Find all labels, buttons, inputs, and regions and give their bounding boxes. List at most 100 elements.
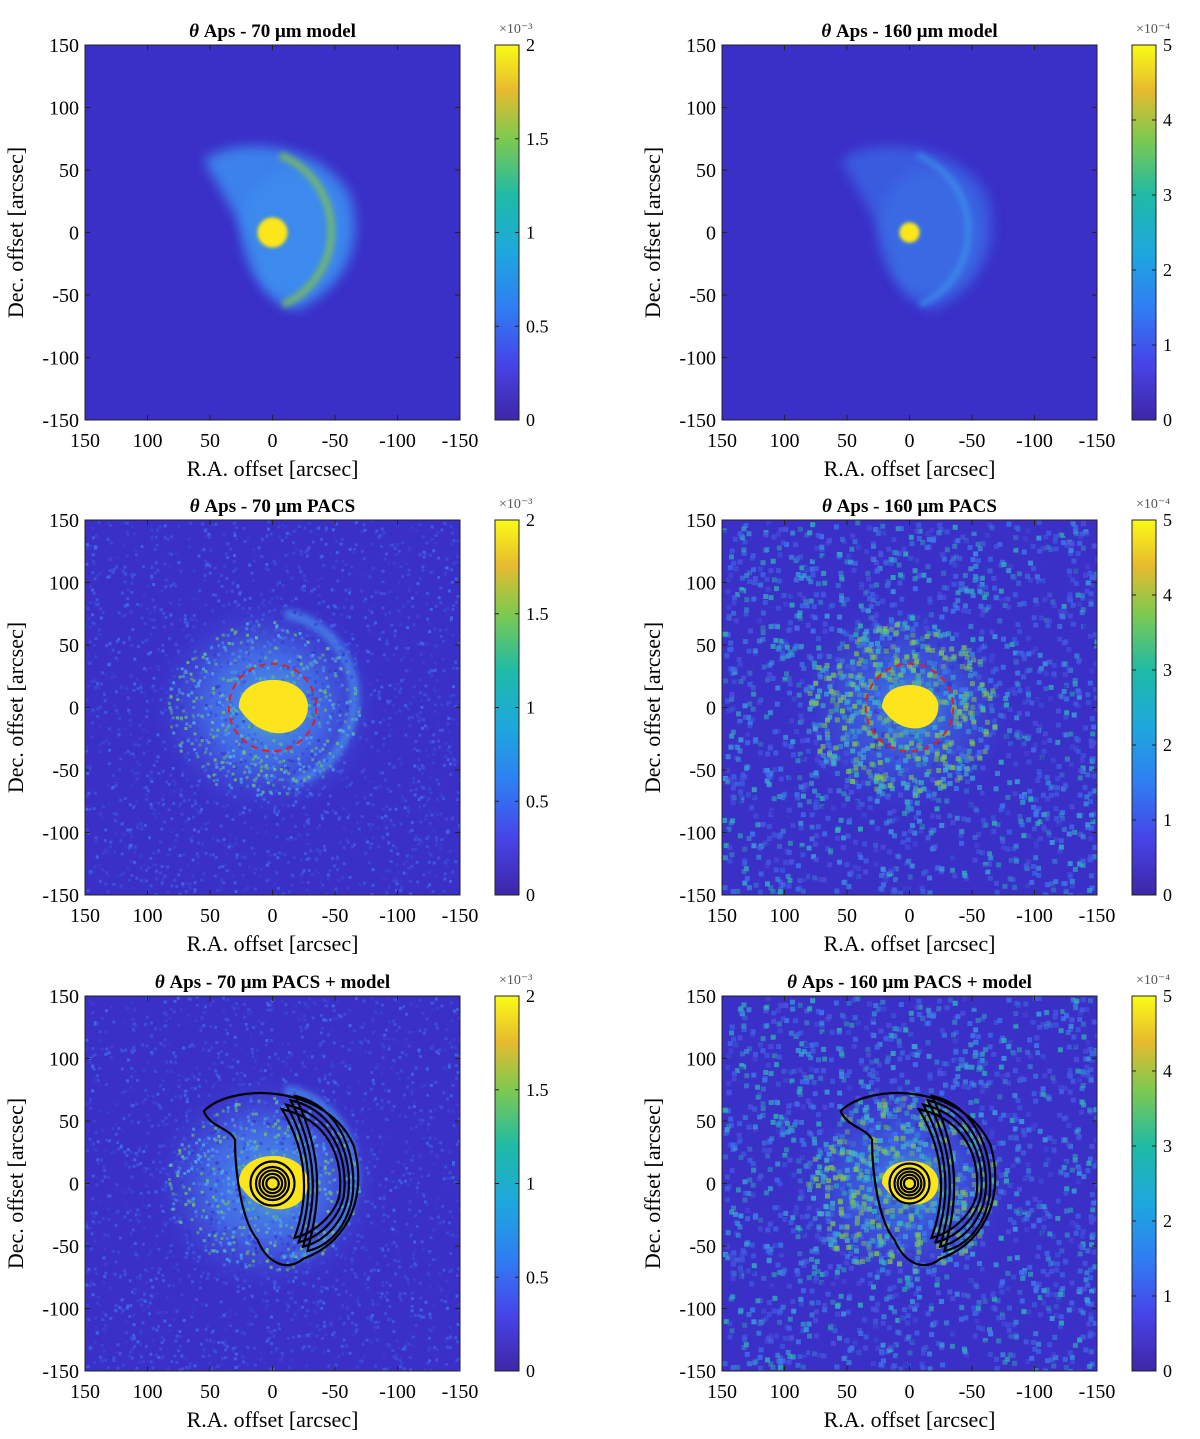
x-axis-label: R.A. offset [arcsec] bbox=[824, 931, 996, 956]
colorbar-tick-label: 4 bbox=[1163, 1061, 1172, 1081]
title-theta: θ bbox=[189, 21, 199, 42]
heatmap-image bbox=[85, 520, 460, 895]
panel-6: 150 100 50 0 -50 -100 -150150100500-50-100-150… bbox=[640, 972, 1172, 1432]
x-axis-label: R.A. offset [arcsec] bbox=[187, 1407, 359, 1432]
point-source bbox=[899, 222, 920, 243]
x-tick-label: -50 bbox=[322, 430, 349, 452]
title-text: Aps - 160 μm model bbox=[836, 21, 998, 42]
x-tick-label: -100 bbox=[1016, 1381, 1053, 1403]
colorbar-tick-label: 3 bbox=[1163, 1136, 1172, 1156]
colorbar-tick-label: 1 bbox=[1163, 1286, 1172, 1306]
x-tick-label: 150 bbox=[70, 905, 100, 927]
x-tick-label: 50 bbox=[837, 905, 857, 927]
colorbar-tick-label: 2 bbox=[1163, 735, 1172, 755]
colorbar-tick-label: 0.5 bbox=[526, 316, 549, 336]
y-tick-label: 100 bbox=[49, 1049, 79, 1071]
x-tick-label: 150 bbox=[70, 430, 100, 452]
x-tick-label: 0 bbox=[905, 430, 915, 452]
colorbar-tick-label: 5 bbox=[1163, 510, 1172, 530]
y-tick-label: 0 bbox=[706, 698, 716, 720]
aperture-circle bbox=[864, 662, 955, 753]
colorbar-tick-label: 0 bbox=[526, 1361, 535, 1381]
x-tick-label: -50 bbox=[959, 430, 986, 452]
x-tick-label: 100 bbox=[770, 1381, 800, 1403]
colorbar-tick-label: 2 bbox=[526, 986, 535, 1006]
x-tick-label: 100 bbox=[133, 905, 163, 927]
colorbar-tick-label: 1 bbox=[526, 223, 535, 243]
x-tick-label: -100 bbox=[379, 905, 416, 927]
title-theta: θ bbox=[155, 972, 165, 993]
x-tick-label: 50 bbox=[837, 1381, 857, 1403]
model-rim-arc bbox=[278, 151, 335, 309]
y-tick-label: -100 bbox=[679, 1299, 716, 1321]
y-tick-label: -150 bbox=[679, 885, 716, 907]
colorbar-tick-label: 5 bbox=[1163, 35, 1172, 55]
panel-1: 150 100 50 0 -50 -100 -150150100500-50-100-150… bbox=[3, 21, 549, 481]
point-source bbox=[257, 217, 288, 248]
colorbar-tick-label: 4 bbox=[1163, 585, 1172, 605]
y-tick-label: 50 bbox=[59, 160, 79, 182]
colorbar-tick-label: 1.5 bbox=[526, 1080, 549, 1100]
colorbar-tick-label: 1 bbox=[1163, 335, 1172, 355]
colorbar-exponent: ×10⁻⁴ bbox=[1136, 497, 1170, 512]
colorbar-exponent: ×10⁻⁴ bbox=[1136, 22, 1170, 37]
y-tick-label: -50 bbox=[52, 760, 79, 782]
x-tick-label: 0 bbox=[905, 1381, 915, 1403]
colorbar-tick-label: 0.5 bbox=[526, 1267, 549, 1287]
pacs-shell bbox=[284, 608, 360, 788]
model-rim-arc bbox=[915, 152, 972, 308]
colorbar bbox=[1131, 995, 1157, 1372]
colorbar bbox=[1131, 519, 1157, 896]
x-axis-label: R.A. offset [arcsec] bbox=[824, 1407, 996, 1432]
x-axis-label: R.A. offset [arcsec] bbox=[824, 456, 996, 481]
x-tick-label: -50 bbox=[959, 1381, 986, 1403]
panel-title: θ Aps - 160 μm PACS bbox=[822, 496, 997, 517]
y-tick-label: -100 bbox=[42, 348, 79, 370]
x-tick-label: 50 bbox=[837, 430, 857, 452]
contour-rim-3 bbox=[284, 1103, 346, 1244]
y-tick-label: 150 bbox=[686, 986, 716, 1008]
x-tick-label: 150 bbox=[70, 1381, 100, 1403]
title-theta: θ bbox=[787, 972, 797, 993]
contour-rim-4 bbox=[916, 1107, 979, 1240]
panel-title: θ Aps - 70 μm PACS bbox=[190, 496, 355, 517]
x-tick-label: -150 bbox=[442, 905, 479, 927]
y-axis-label: Dec. offset [arcsec] bbox=[3, 1098, 28, 1269]
y-tick-label: 100 bbox=[686, 98, 716, 120]
title-text: Aps - 70 μm PACS bbox=[204, 496, 355, 517]
title-text: Aps - 160 μm PACS bbox=[837, 496, 997, 517]
panel-title: θ Aps - 160 μm model bbox=[821, 21, 997, 42]
model-contours bbox=[202, 1091, 360, 1267]
panel-3: 150 100 50 0 -50 -100 -150150100500-50-100-150… bbox=[3, 496, 549, 956]
saturated-source bbox=[238, 679, 308, 734]
contour-source-4 bbox=[261, 1172, 284, 1195]
y-tick-label: 150 bbox=[49, 510, 79, 532]
x-tick-label: -50 bbox=[322, 1381, 349, 1403]
x-tick-label: 0 bbox=[268, 430, 278, 452]
x-tick-label: 150 bbox=[707, 1381, 737, 1403]
model-contours bbox=[839, 1091, 997, 1267]
y-tick-label: 100 bbox=[686, 573, 716, 595]
y-tick-label: 0 bbox=[69, 1174, 79, 1196]
contour-source-2 bbox=[893, 1167, 926, 1200]
x-tick-label: -150 bbox=[1079, 905, 1116, 927]
heatmap-image bbox=[722, 45, 1097, 420]
x-tick-label: -100 bbox=[379, 1381, 416, 1403]
saturated-source bbox=[882, 684, 939, 729]
panel-title: θ Aps - 160 μm PACS + model bbox=[787, 972, 1032, 993]
y-tick-label: -50 bbox=[689, 760, 716, 782]
title-theta: θ bbox=[190, 496, 200, 517]
colorbar-exponent: ×10⁻³ bbox=[499, 973, 532, 988]
y-tick-label: -50 bbox=[689, 1236, 716, 1258]
model-inner-glow bbox=[878, 170, 979, 295]
x-tick-label: -150 bbox=[1079, 1381, 1116, 1403]
colorbar bbox=[1131, 44, 1157, 421]
contour-source-1 bbox=[888, 1162, 931, 1205]
y-tick-label: 50 bbox=[59, 1111, 79, 1133]
y-tick-label: 100 bbox=[686, 1049, 716, 1071]
y-axis-label: Dec. offset [arcsec] bbox=[3, 622, 28, 793]
y-tick-label: -150 bbox=[42, 410, 79, 432]
contour-source-5 bbox=[902, 1176, 917, 1191]
aperture-circle bbox=[227, 662, 318, 753]
